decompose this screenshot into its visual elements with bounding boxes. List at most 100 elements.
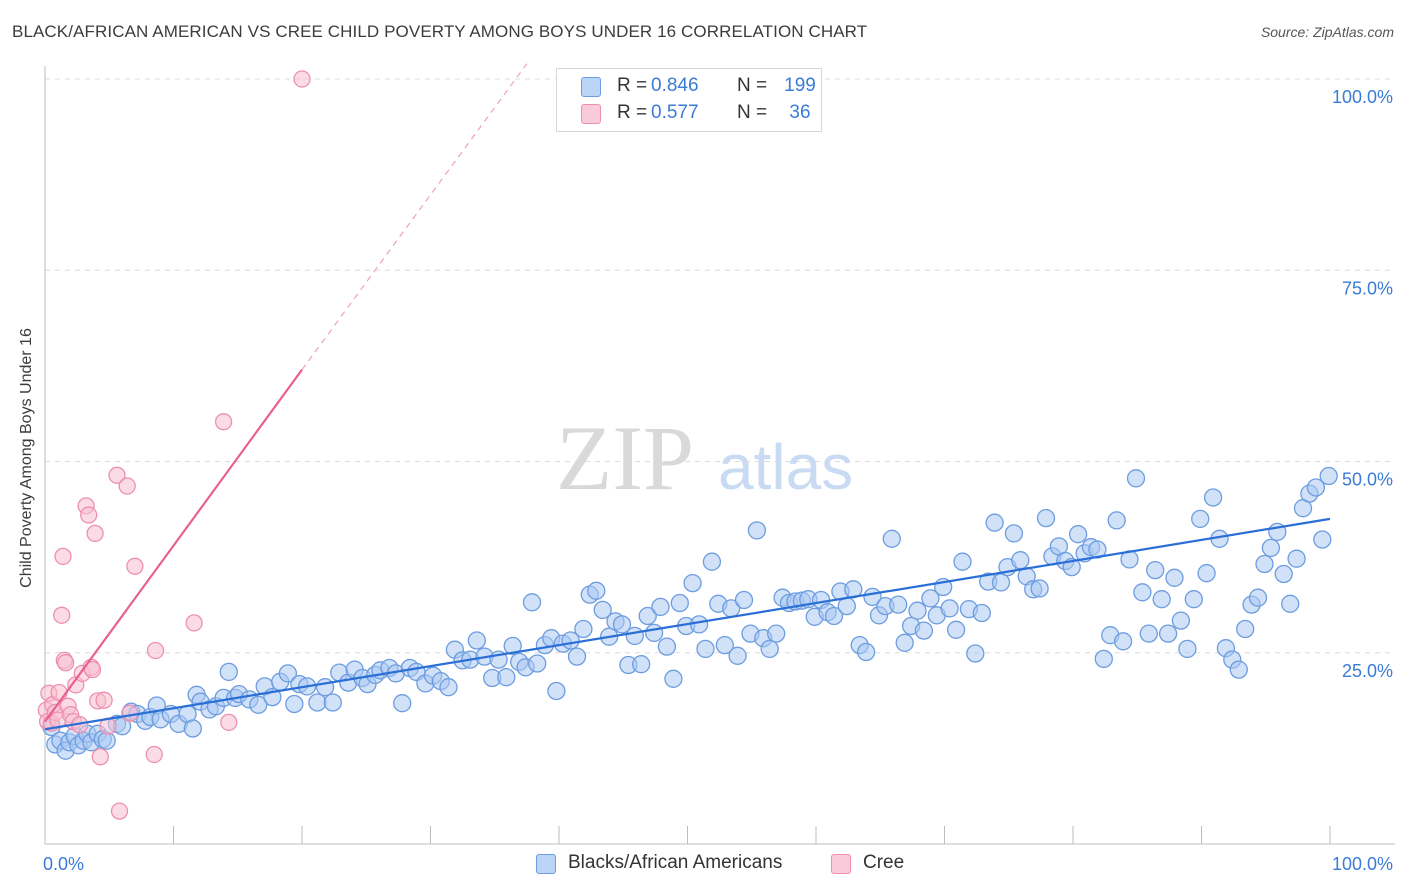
data-point-blacks	[1146, 560, 1165, 580]
legend-r-value: 0.846	[651, 75, 699, 96]
data-point-cree	[50, 683, 68, 702]
data-point-cree	[56, 654, 75, 672]
y-tick-label: 75.0%	[1342, 278, 1393, 298]
data-point-blacks	[1306, 478, 1326, 497]
data-point-blacks	[940, 599, 959, 618]
data-point-blacks	[315, 678, 335, 697]
data-point-blacks	[837, 596, 856, 616]
data-point-cree	[95, 691, 113, 709]
data-point-blacks	[696, 639, 715, 659]
data-point-blacks	[715, 635, 734, 655]
data-point-blacks	[1030, 579, 1049, 598]
data-point-blacks	[1158, 624, 1178, 643]
data-point-blacks	[856, 642, 876, 662]
x-tick-label: 100.0%	[1332, 854, 1393, 874]
data-point-blacks	[1107, 511, 1126, 530]
y-tick-labels: 25.0% 50.0% 75.0% 100.0%	[1332, 87, 1393, 681]
data-point-blacks	[1133, 583, 1152, 602]
data-point-blacks	[664, 669, 683, 688]
data-point-blacks	[670, 593, 689, 613]
data-point-blacks	[638, 606, 657, 626]
data-point-cree	[110, 802, 129, 820]
legend-swatch-pink	[581, 104, 601, 124]
data-point-blacks	[278, 664, 298, 683]
data-point-cree	[121, 704, 139, 722]
data-point-blacks	[985, 513, 1004, 532]
x-tick-label: 0.0%	[43, 854, 84, 874]
legend-swatch-pink	[831, 854, 851, 874]
data-point-blacks	[895, 633, 914, 652]
x-ticks	[44, 826, 1331, 844]
data-point-blacks	[1197, 564, 1216, 583]
data-point-blacks	[1281, 594, 1300, 613]
data-point-cree	[146, 641, 165, 660]
data-point-blacks	[824, 606, 844, 626]
data-point-blacks	[1319, 466, 1338, 486]
watermark-atlas: atlas	[718, 431, 853, 503]
data-point-cree	[214, 413, 233, 431]
data-point-blacks	[1139, 624, 1158, 643]
grid-lines	[45, 78, 1395, 654]
data-point-blacks	[991, 573, 1011, 592]
trend-line-blacks	[44, 517, 1331, 731]
data-point-blacks	[308, 693, 327, 712]
data-point-blacks	[497, 668, 516, 687]
data-point-blacks	[914, 621, 934, 640]
data-point-cree	[83, 660, 102, 679]
data-point-blacks	[1126, 469, 1146, 488]
data-point-blacks	[439, 678, 458, 697]
data-point-blacks	[728, 646, 747, 665]
data-point-blacks	[1255, 554, 1274, 574]
legend-label-cree: Cree	[863, 852, 905, 873]
legend-n-label: N =	[737, 75, 768, 96]
data-point-blacks	[1036, 508, 1056, 528]
legend-label-blacks: Blacks/African Americans	[568, 852, 783, 873]
data-point-blacks	[889, 595, 908, 614]
data-point-cree	[80, 506, 98, 524]
data-point-cree	[53, 606, 71, 624]
data-point-blacks	[632, 655, 651, 674]
data-point-blacks	[702, 552, 722, 571]
trend-line-cree-extension	[301, 63, 528, 371]
data-point-blacks	[1287, 549, 1306, 568]
data-point-blacks	[528, 654, 547, 673]
data-point-blacks	[1184, 590, 1203, 609]
data-point-blacks	[1274, 564, 1293, 584]
data-point-blacks	[285, 694, 304, 714]
legend-swatch-blue	[581, 77, 601, 97]
source-label: Source: ZipAtlas.com	[1260, 24, 1394, 40]
trend-lines	[44, 63, 1331, 731]
data-point-blacks	[644, 623, 664, 643]
legend-r-label: R =	[617, 75, 648, 96]
data-point-blacks	[1178, 639, 1197, 659]
legend-n-label: N =	[737, 102, 768, 123]
data-point-blacks	[1191, 509, 1210, 529]
data-point-blacks	[1236, 619, 1255, 639]
legend-n-value: 199	[784, 75, 816, 96]
data-point-blacks	[683, 573, 702, 593]
data-point-cree	[293, 70, 311, 88]
data-point-blacks	[249, 695, 268, 714]
data-point-blacks	[689, 615, 709, 634]
y-tick-label: 100.0%	[1332, 87, 1393, 107]
data-point-blacks	[1203, 488, 1223, 507]
legend-r-value: 0.577	[651, 102, 699, 123]
correlation-legend: R = 0.846 N = 199 R = 0.577 N = 36	[556, 68, 822, 132]
data-point-blacks	[1094, 649, 1113, 669]
data-point-blacks	[747, 521, 767, 540]
data-point-blacks	[1011, 551, 1030, 570]
data-point-blacks	[219, 662, 238, 682]
data-point-blacks	[972, 603, 991, 623]
data-point-cree	[54, 547, 72, 566]
data-point-blacks	[593, 600, 612, 620]
data-point-blacks	[946, 620, 966, 639]
data-point-cree	[185, 614, 203, 632]
data-point-blacks	[323, 693, 342, 712]
data-point-blacks	[1313, 530, 1332, 549]
data-point-blacks	[882, 529, 901, 548]
x-tick-labels: 0.0% 100.0%	[43, 854, 1393, 874]
data-point-blacks	[760, 639, 779, 659]
data-point-blacks	[467, 631, 486, 650]
data-point-cree	[118, 477, 136, 495]
data-point-blacks	[625, 626, 644, 646]
